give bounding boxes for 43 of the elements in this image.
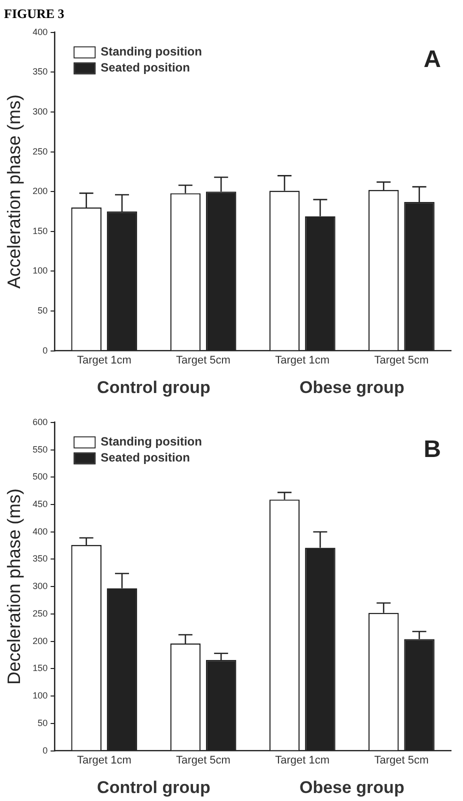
legend-label: Standing position bbox=[100, 434, 202, 449]
x-tick-label: Target 1cm bbox=[275, 754, 330, 766]
y-tick-label: 450 bbox=[32, 498, 48, 509]
x-tick-label: Target 1cm bbox=[76, 754, 132, 766]
y-tick-label: 350 bbox=[32, 554, 48, 564]
x-tick-label: Target 5cm bbox=[176, 354, 230, 366]
y-tick-label: 150 bbox=[32, 663, 48, 674]
x-tick-label: Target 1cm bbox=[275, 354, 330, 366]
y-tick-label: 100 bbox=[32, 266, 48, 276]
y-tick-label: 550 bbox=[32, 444, 48, 454]
y-tick-label: 350 bbox=[32, 66, 48, 77]
y-axis-title: Acceleration phase (ms) bbox=[4, 94, 24, 289]
x-tick-label: Target 1cm bbox=[76, 354, 132, 366]
y-tick-label: 300 bbox=[32, 581, 48, 592]
text: B bbox=[424, 436, 441, 464]
y-tick-label: 300 bbox=[32, 106, 48, 116]
y-tick-label: 400 bbox=[32, 526, 48, 536]
legend-label: Seated position bbox=[100, 450, 190, 465]
y-tick-label: 50 bbox=[38, 305, 48, 316]
y-tick-label: 200 bbox=[32, 186, 48, 196]
x-tick-label: Target 5cm bbox=[176, 754, 230, 766]
y-tick-label: 250 bbox=[32, 608, 48, 618]
x-tick-label: Target 5cm bbox=[374, 754, 429, 766]
text: A bbox=[424, 46, 441, 74]
y-tick-label: 200 bbox=[32, 636, 48, 646]
text: Control group bbox=[97, 778, 210, 798]
y-tick-label: 500 bbox=[32, 472, 48, 482]
y-tick-label: 0 bbox=[42, 745, 48, 756]
x-tick-label: Target 5cm bbox=[374, 354, 429, 366]
y-tick-label: 250 bbox=[32, 146, 48, 156]
legend-label: Standing position bbox=[100, 44, 202, 59]
text: Obese group bbox=[299, 378, 404, 398]
legend-label: Seated position bbox=[100, 60, 190, 75]
text: Obese group bbox=[299, 778, 404, 798]
chart-title: FIGURE 3 bbox=[3, 5, 66, 23]
y-tick-label: 100 bbox=[32, 690, 48, 701]
y-tick-label: 50 bbox=[38, 718, 48, 728]
y-axis-title: Deceleration phase (ms) bbox=[4, 488, 24, 685]
y-tick-label: 0 bbox=[42, 345, 48, 356]
text: Control group bbox=[97, 378, 210, 398]
y-tick-label: 600 bbox=[32, 416, 48, 427]
y-tick-label: 150 bbox=[32, 226, 48, 236]
y-tick-label: 400 bbox=[32, 26, 48, 37]
